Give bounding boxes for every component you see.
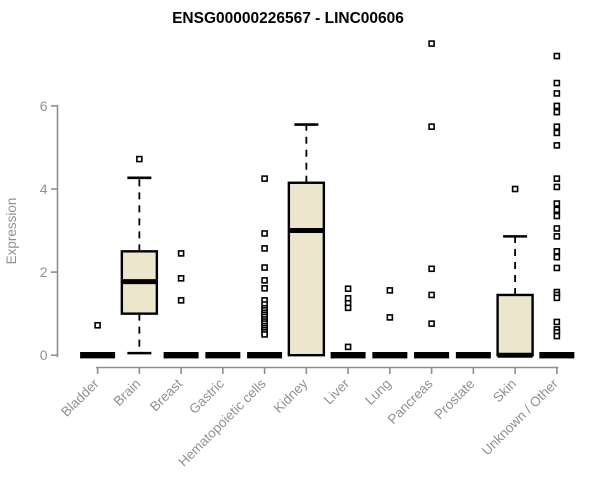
- outlier-point: [553, 318, 561, 326]
- y-tick-label: 2: [40, 264, 48, 280]
- collapsed-box: [455, 352, 491, 359]
- outlier-point: [261, 331, 268, 338]
- x-tick-label: Skin: [490, 376, 519, 405]
- box: [496, 293, 534, 357]
- x-tick-label: Unknown / Other: [479, 376, 562, 459]
- outlier-point: [553, 206, 561, 214]
- outlier-point: [553, 183, 561, 191]
- outlier-point: [177, 297, 185, 304]
- x-tick-label: Liver: [321, 376, 353, 408]
- outlier-point: [553, 142, 561, 149]
- outlier-point: [553, 108, 561, 116]
- boxplot-bladder: [80, 321, 116, 359]
- x-tick-label: Prostate: [431, 376, 477, 422]
- outlier-point: [553, 175, 561, 182]
- boxplot-hematopoietic-cells: [247, 175, 283, 359]
- outlier-point: [553, 294, 561, 302]
- outlier-point: [428, 123, 435, 130]
- outlier-point: [553, 90, 561, 97]
- boxplot-brain: [120, 155, 159, 355]
- outlier-point: [344, 304, 352, 312]
- boxplot-skin: [496, 185, 534, 358]
- y-tick-label: 4: [40, 181, 48, 197]
- collapsed-box: [414, 352, 450, 359]
- outlier-point: [553, 332, 561, 340]
- collapsed-box: [330, 352, 366, 359]
- outlier-point: [553, 225, 561, 232]
- x-tick-label: Kidney: [271, 376, 311, 416]
- outlier-point: [553, 248, 561, 255]
- collapsed-box: [205, 352, 241, 359]
- outlier-point: [553, 212, 561, 220]
- x-tick-label: Brain: [111, 376, 144, 409]
- outlier-point: [428, 265, 435, 273]
- boxplot-kidney: [287, 123, 326, 357]
- collapsed-box: [539, 352, 575, 359]
- x-tick-label: Gastric: [186, 376, 227, 417]
- outlier-point: [261, 285, 268, 292]
- outlier-point: [553, 102, 561, 110]
- outlier-point: [261, 175, 268, 182]
- outlier-point: [553, 129, 561, 137]
- boxplot-pancreas: [414, 40, 450, 359]
- boxplot-groups: [80, 40, 575, 359]
- box: [287, 181, 326, 357]
- outlier-point: [261, 245, 268, 252]
- outlier-point: [261, 277, 268, 284]
- outlier-point: [344, 343, 352, 351]
- x-tick-label: Pancreas: [385, 376, 436, 427]
- x-tick-label: Bladder: [58, 376, 102, 420]
- boxplot-lung: [372, 287, 408, 359]
- boxplot-breast: [163, 250, 199, 359]
- outlier-point: [428, 40, 435, 47]
- outlier-point: [94, 321, 101, 329]
- outlier-point: [177, 250, 185, 257]
- outlier-point: [553, 264, 561, 272]
- outlier-point: [553, 200, 561, 207]
- outlier-point: [386, 314, 394, 321]
- y-tick-label: 6: [40, 98, 48, 114]
- outlier-point: [136, 155, 143, 163]
- y-axis-label: Expression: [4, 198, 19, 265]
- outlier-point: [553, 79, 561, 87]
- outlier-point: [386, 287, 394, 294]
- outlier-point: [344, 285, 352, 293]
- y-tick-label: 0: [40, 347, 48, 363]
- x-tick-label: Lung: [362, 376, 394, 408]
- chart-title: ENSG00000226567 - LINC00606: [172, 10, 404, 27]
- boxplot-gastric: [205, 352, 241, 359]
- outlier-point: [553, 233, 561, 240]
- outlier-point: [553, 123, 561, 130]
- boxplot-liver: [330, 285, 366, 359]
- outlier-point: [428, 320, 435, 327]
- outlier-point: [261, 264, 268, 271]
- collapsed-box: [80, 352, 116, 359]
- outlier-point: [261, 230, 268, 237]
- boxplot-unknown-other: [539, 52, 575, 359]
- outlier-point: [511, 185, 519, 193]
- outlier-point: [553, 52, 561, 60]
- collapsed-box: [247, 352, 283, 359]
- outlier-point: [553, 253, 561, 261]
- collapsed-box: [372, 352, 408, 359]
- x-tick-label: Breast: [147, 376, 185, 414]
- outlier-point: [177, 275, 185, 282]
- outlier-point: [428, 291, 435, 299]
- boxplot-prostate: [455, 352, 491, 359]
- collapsed-box: [163, 352, 199, 359]
